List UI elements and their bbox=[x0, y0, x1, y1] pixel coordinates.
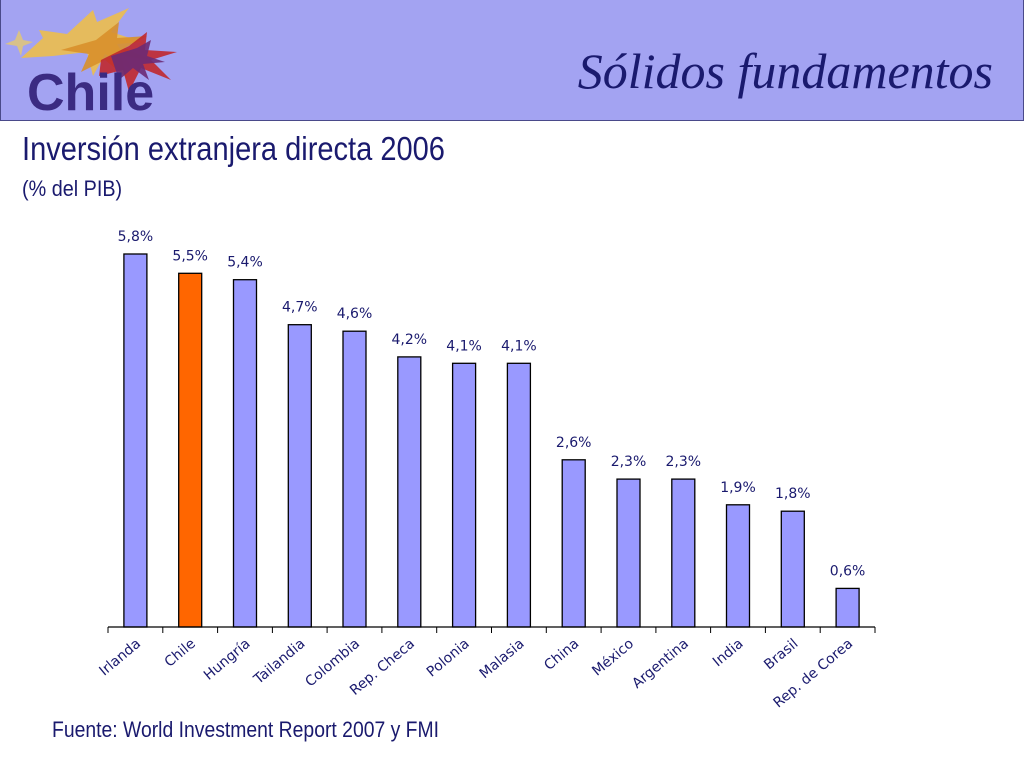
tick-label-8: China bbox=[541, 636, 582, 674]
bar-5 bbox=[397, 356, 422, 628]
bar-10 bbox=[671, 478, 696, 628]
chart-title: Inversión extranjera directa 2006 bbox=[22, 130, 445, 167]
slide-title: Sólidos fundamentos bbox=[577, 43, 993, 99]
bar-7 bbox=[506, 362, 532, 628]
tick-label-3: Tailandia bbox=[250, 636, 308, 688]
data-label-5: 4,2% bbox=[392, 332, 428, 348]
data-label-13: 0,6% bbox=[830, 563, 866, 579]
bar-2 bbox=[232, 279, 258, 628]
source-note: Fuente: World Investment Report 2007 y F… bbox=[52, 717, 440, 742]
tick-label-11: India bbox=[710, 636, 747, 670]
data-label-2: 5,4% bbox=[227, 255, 263, 271]
data-label-8: 2,6% bbox=[556, 435, 592, 451]
data-label-4: 4,6% bbox=[337, 306, 373, 322]
tick-label-1: Chile bbox=[162, 636, 199, 671]
data-label-11: 1,9% bbox=[720, 480, 756, 496]
tick-label-10: Argentina bbox=[629, 636, 692, 692]
chile-logo: Chile bbox=[5, 8, 177, 120]
tick-label-0: Irlanda bbox=[96, 636, 144, 680]
data-label-12: 1,8% bbox=[775, 486, 811, 502]
data-label-10: 2,3% bbox=[666, 454, 702, 470]
data-label-0: 5,8% bbox=[118, 229, 154, 245]
data-label-9: 2,3% bbox=[611, 454, 647, 470]
data-label-7: 4,1% bbox=[501, 338, 537, 354]
bar-4 bbox=[342, 330, 367, 628]
star-cluster-icon bbox=[5, 8, 177, 92]
bar-9 bbox=[616, 478, 641, 628]
data-label-1: 5,5% bbox=[172, 248, 208, 264]
data-label-6: 4,1% bbox=[446, 338, 482, 354]
bar-1 bbox=[178, 272, 203, 628]
bar-3 bbox=[287, 324, 312, 628]
bar-0 bbox=[123, 253, 148, 628]
bar-8 bbox=[561, 459, 586, 628]
chart-subtitle: (% del PIB) bbox=[22, 176, 123, 201]
tick-label-12: Brasil bbox=[761, 636, 801, 673]
bar-13 bbox=[835, 587, 860, 628]
bar-11 bbox=[725, 504, 751, 628]
logo-text: Chile bbox=[27, 64, 154, 120]
data-label-3: 4,7% bbox=[282, 300, 318, 316]
bar-6 bbox=[451, 362, 477, 628]
header-banner: Chile Sólidos fundamentos bbox=[0, 0, 1024, 121]
tick-label-7: Malasia bbox=[477, 636, 528, 682]
tick-label-2: Hungría bbox=[201, 636, 254, 684]
bar-12 bbox=[780, 510, 805, 628]
tick-label-9: México bbox=[589, 636, 637, 680]
tick-label-6: Polonia bbox=[424, 636, 473, 681]
